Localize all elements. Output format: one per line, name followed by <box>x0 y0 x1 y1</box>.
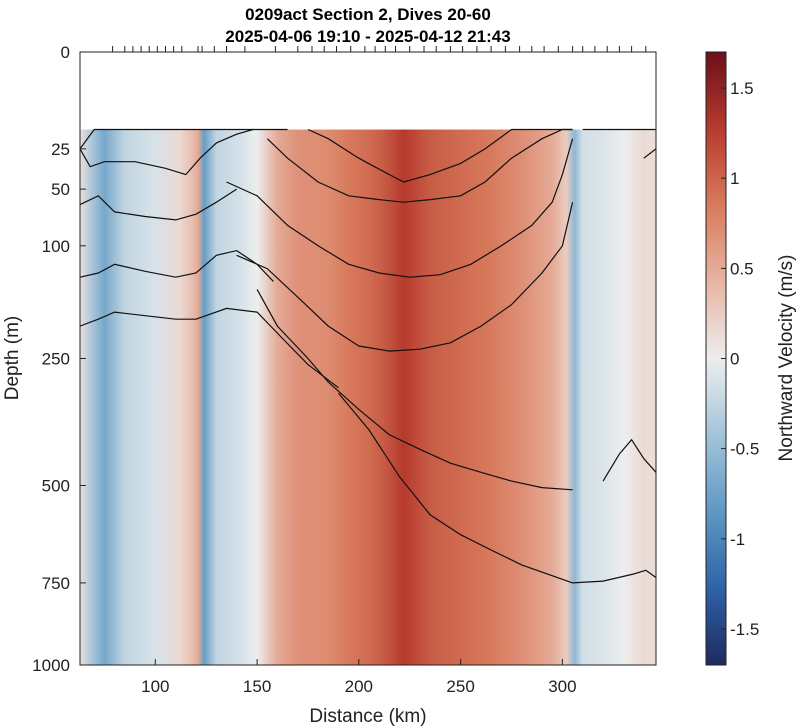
colorbar-tick-label: -0.5 <box>730 440 759 459</box>
y-tick-label: 0 <box>61 43 70 62</box>
y-tick-label: 25 <box>51 140 70 159</box>
isoline <box>226 138 574 278</box>
isoline <box>572 569 656 584</box>
colorbar-ticks: 1.5 1 0.5 0 -0.5 -1 -1.5 <box>721 79 759 639</box>
y-tick-label: 750 <box>42 574 70 593</box>
isoline <box>307 128 573 183</box>
isoline <box>266 128 573 203</box>
x-tick-label: 300 <box>548 677 576 696</box>
x-tick-label: 150 <box>243 677 271 696</box>
y-tick-label: 100 <box>42 237 70 256</box>
colorbar-tick-label: -1.5 <box>730 620 759 639</box>
chart-title-line-2: 2025-04-06 19:10 - 2025-04-12 21:43 <box>225 27 510 46</box>
colorbar-tick-label: 0.5 <box>730 259 754 278</box>
isoline <box>256 289 573 491</box>
y-tick-label: 500 <box>42 477 70 496</box>
isoline <box>338 392 573 584</box>
x-axis: 100 150 200 250 300 <box>141 659 577 696</box>
x-tick-label: 100 <box>141 677 169 696</box>
x-axis-label: Distance (km) <box>309 706 426 726</box>
isoline <box>80 307 339 389</box>
colorbar-tick-label: 0 <box>730 350 739 369</box>
isoline <box>80 249 274 282</box>
isoline <box>80 128 288 150</box>
chart-title-line-1: 0209act Section 2, Dives 20-60 <box>245 5 491 24</box>
colorbar-tick-label: 1 <box>730 169 739 188</box>
y-tick-label: 250 <box>42 350 70 369</box>
y-tick-label: 1000 <box>32 656 70 675</box>
isoline <box>236 202 574 352</box>
x-tick-label: 250 <box>446 677 474 696</box>
colorbar-tick-label: -1 <box>730 530 745 549</box>
isoline <box>643 148 656 159</box>
plot-area: 100 150 200 250 300 0 25 50 100 250 500 750 1000 <box>32 43 657 696</box>
isoline <box>602 438 656 482</box>
isolines-group <box>80 128 656 584</box>
colorbar: 1.5 1 0.5 0 -0.5 -1 -1.5 <box>705 51 759 666</box>
x-tick-label: 200 <box>345 677 373 696</box>
y-axis: 0 25 50 100 250 500 750 1000 <box>32 43 86 675</box>
colorbar-label: Northward Velocity (m/s) <box>776 255 797 462</box>
y-axis-label: Depth (m) <box>2 316 23 400</box>
isoline <box>80 128 254 176</box>
velocity-field <box>80 129 656 665</box>
colorbar-tick-label: 1.5 <box>730 79 754 98</box>
dive-markers <box>112 46 647 52</box>
y-tick-label: 50 <box>51 180 70 199</box>
isoline <box>80 188 238 221</box>
